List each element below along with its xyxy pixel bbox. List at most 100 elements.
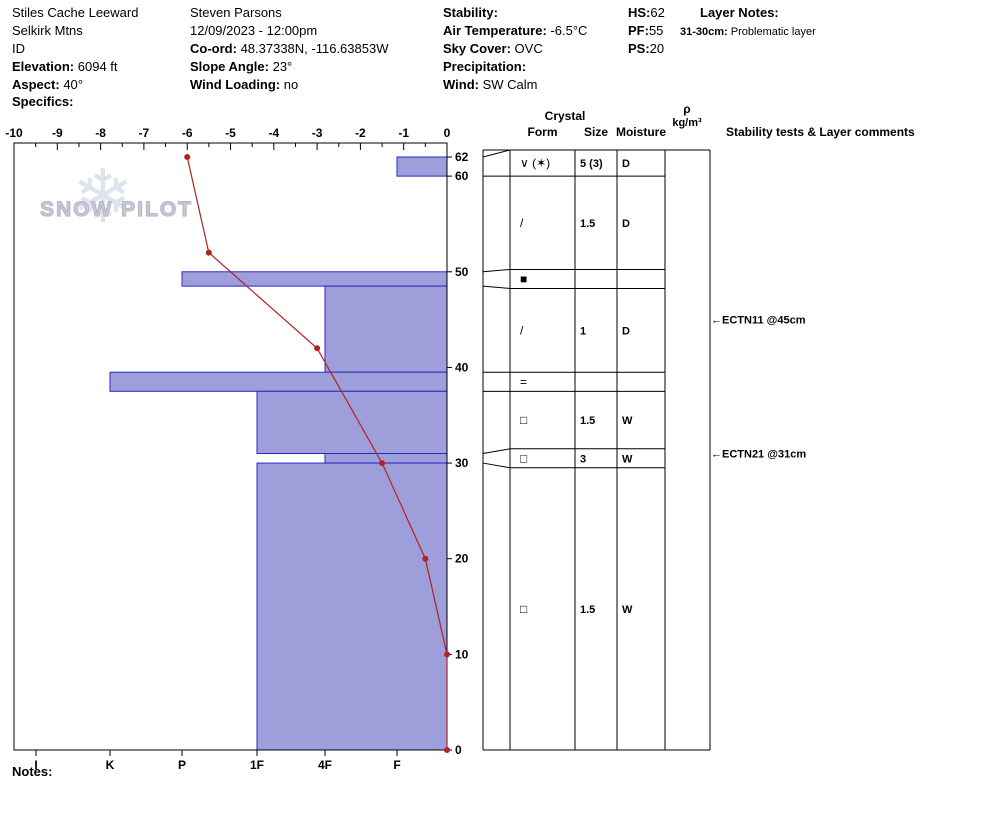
hardness-axis-label: P <box>178 758 186 772</box>
size-header: Size <box>583 125 608 139</box>
crystal-form-cell: ■ <box>520 272 527 286</box>
crystal-size-cell: 1.5 <box>580 218 595 230</box>
layer-notes-title: Layer Notes: <box>700 5 779 20</box>
total-height-hs: HS:62 <box>628 5 665 20</box>
snowpilot-watermark: ❄ SNOW PILOT <box>38 154 238 252</box>
site-elevation: Elevation: 6094 ft <box>12 59 118 74</box>
temp-axis-label: 0 <box>444 126 451 140</box>
site-specifics: Specifics: <box>12 94 74 109</box>
temp-axis-label: -5 <box>225 126 236 140</box>
temperature-point <box>444 651 450 658</box>
crystal-form-cell: ∨ (✶) <box>520 156 550 170</box>
notes-label: Notes: <box>12 764 53 779</box>
sky-cover: Sky Cover: OVC <box>443 41 543 56</box>
temperature-point <box>184 154 191 160</box>
crystal-size-cell: 1.5 <box>580 415 595 427</box>
observation-datetime: 12/09/2023 - 12:00pm <box>190 23 318 38</box>
observer-name: Steven Parsons <box>190 5 282 20</box>
temp-axis-label: -4 <box>268 126 279 140</box>
slope-angle: Slope Angle: 23° <box>190 59 293 74</box>
moisture-header: Moisture <box>615 125 666 139</box>
moisture-cell: D <box>622 218 630 230</box>
crystal-form-cell: □ <box>520 602 527 616</box>
depth-axis-label: 30 <box>455 456 469 470</box>
density-units: kg/m³ <box>672 117 702 129</box>
crystal-size-cell: 1 <box>580 325 586 337</box>
moisture-cell: W <box>622 415 633 427</box>
density-header: ρ <box>683 102 691 116</box>
coordinates: Co-ord: 48.37338N, -116.63853W <box>190 41 389 56</box>
temp-axis-label: -8 <box>95 126 106 140</box>
layer-connector-line <box>482 268 511 273</box>
crystal-form-cell: / <box>520 323 524 337</box>
hardness-bar <box>256 390 448 455</box>
comments-header: Stability tests & Layer comments <box>726 125 915 139</box>
temp-axis-label: -7 <box>139 126 150 140</box>
temp-axis-label: -2 <box>355 126 366 140</box>
stability-test-annotation: ←ECTN21 @31cm <box>711 449 806 461</box>
temp-axis-label: -10 <box>5 126 23 140</box>
wind: Wind: SW Calm <box>443 77 538 92</box>
depth-axis-label: 0 <box>455 743 462 757</box>
depth-axis-label: 62 <box>455 150 469 164</box>
stability: Stability: <box>443 5 498 20</box>
depth-axis-label: 50 <box>455 265 469 279</box>
layer-connector-line <box>482 462 511 469</box>
crystal-header: Crystal <box>544 109 586 123</box>
precipitation: Precipitation: <box>443 59 527 74</box>
crystal-size-cell: 5 (3) <box>580 158 603 170</box>
site-aspect: Aspect: 40° <box>12 77 83 92</box>
snowpilot-logo-text: SNOW PILOT <box>40 198 193 222</box>
moisture-cell: D <box>622 325 630 337</box>
moisture-cell: D <box>622 158 630 170</box>
site-state: ID <box>12 41 25 56</box>
crystal-size-cell: 3 <box>580 453 586 465</box>
air-temperature: Air Temperature: -6.5°C <box>443 23 588 38</box>
crystal-form-cell: □ <box>520 451 527 465</box>
temperature-point <box>422 555 429 562</box>
hardness-bar <box>181 271 448 287</box>
hardness-bar <box>324 453 448 464</box>
hardness-axis-label: F <box>393 758 400 772</box>
moisture-cell: W <box>622 604 633 616</box>
form-header: Form <box>527 125 558 139</box>
snowflake-icon: ❄ <box>72 154 135 240</box>
hardness-bar <box>109 371 448 392</box>
crystal-form-cell: = <box>520 375 527 389</box>
ps-depth: PS:20 <box>628 41 665 56</box>
temperature-point <box>205 249 212 256</box>
depth-axis-label: 20 <box>455 552 469 566</box>
stability-test-annotation: ←ECTN11 @45cm <box>711 315 806 327</box>
hardness-axis-label: K <box>106 758 115 772</box>
temperature-point <box>314 345 321 352</box>
site-name: Stiles Cache Leeward <box>12 5 139 20</box>
hardness-bar <box>396 156 448 177</box>
wind-loading: Wind Loading: no <box>190 77 299 92</box>
temp-axis-label: -3 <box>312 126 323 140</box>
layer-note: 31-30cm: Problematic layer <box>680 26 816 38</box>
temp-axis-label: -6 <box>182 126 193 140</box>
depth-axis-label: 40 <box>455 360 469 374</box>
temperature-point <box>444 747 450 753</box>
crystal-form-cell: / <box>520 216 524 230</box>
site-range: Selkirk Mtns <box>12 23 83 38</box>
depth-axis-label: 60 <box>455 169 469 183</box>
crystal-form-cell: □ <box>520 413 527 427</box>
hardness-axis-label: I <box>34 758 37 772</box>
layer-connector-line <box>482 448 511 454</box>
crystal-size-cell: 1.5 <box>580 604 595 616</box>
hardness-axis-label: 4F <box>318 758 332 772</box>
temp-axis-label: -9 <box>52 126 63 140</box>
hardness-bar <box>324 285 448 373</box>
moisture-cell: W <box>622 453 633 465</box>
pit-depth-pf: PF:55 <box>628 23 664 38</box>
layer-connector-line <box>482 149 511 158</box>
temp-axis-label: -1 <box>398 126 409 140</box>
depth-axis-label: 10 <box>455 647 469 661</box>
hardness-bar <box>256 462 448 751</box>
layer-connector-line <box>482 285 511 289</box>
temperature-point <box>379 460 386 467</box>
hardness-axis-label: 1F <box>250 758 264 772</box>
